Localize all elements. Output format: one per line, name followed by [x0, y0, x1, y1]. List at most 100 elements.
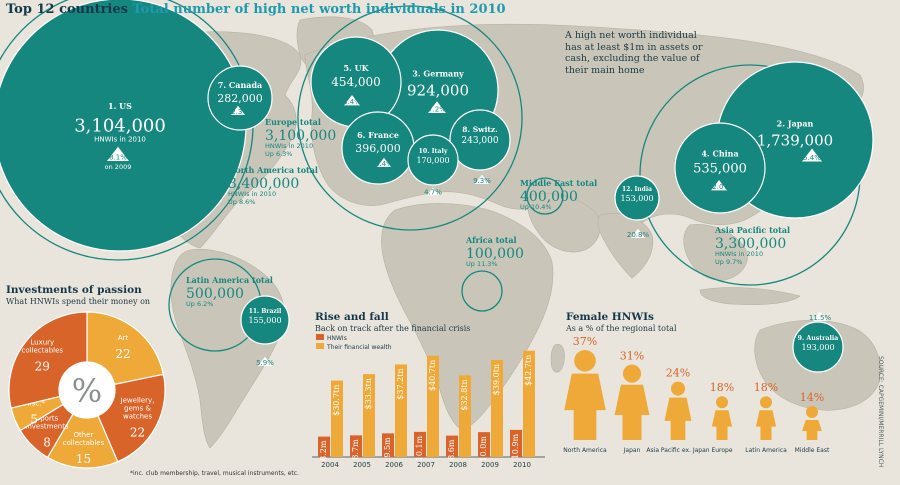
country-change: 9.3%	[473, 174, 491, 185]
bubble-circle	[792, 321, 844, 373]
region-name: North America total	[228, 165, 318, 175]
bubble-circle	[614, 175, 660, 221]
pie-slice-art: Art 22	[86, 311, 165, 386]
bar-wealth	[363, 374, 375, 457]
country-bubble-uk: 5. UK 454,000 3.4%	[310, 36, 402, 128]
pie-subtitle: What HNWIs spend their money on	[6, 297, 151, 306]
region-change: Up 10.4%	[520, 203, 552, 211]
country-name: 6. France	[357, 130, 399, 140]
female-figure-north-america: 37% North America	[563, 335, 607, 454]
country-sub: HNWIs in 2010	[94, 135, 146, 143]
pie-title: Investments of passion	[6, 284, 142, 296]
female-figure-body-icon	[755, 410, 777, 440]
bar-label-wealth: $37.2tn	[396, 368, 405, 399]
female-figure-latin-america: 18% Latin America	[745, 381, 787, 454]
country-change-sub: on 2009	[105, 163, 132, 171]
country-name: 4. China	[701, 148, 738, 158]
female-figure-body-icon	[664, 397, 692, 440]
bar-group-2006: 9.5m $37.2tn 2006	[382, 364, 407, 469]
bubble-circle	[240, 295, 290, 345]
change-up-arrow-icon	[802, 148, 822, 162]
pie-center-hole	[59, 362, 115, 418]
female-region-label: Latin America	[745, 447, 787, 454]
bar-hnwis	[446, 435, 458, 457]
bar-label-wealth: $42.7tn	[524, 355, 533, 386]
female-figure-head-icon	[760, 396, 772, 409]
pie-footnote: *inc. club membership, travel, musical i…	[130, 470, 299, 477]
pie-slice-label: collectables	[21, 347, 63, 355]
bar-label-wealth: $32.8tn	[460, 379, 469, 410]
percent-symbol-icon: %	[72, 372, 102, 410]
bar-wealth	[331, 380, 343, 457]
country-value: 155,000	[248, 316, 281, 325]
middle-east-outline-ring	[526, 177, 564, 215]
region-change: Up 6.3%	[265, 150, 292, 158]
country-name: 9. Australia	[798, 335, 839, 342]
land-se-asia	[683, 224, 748, 281]
region-name: Europe total	[265, 117, 321, 127]
country-name: 8. Switz.	[462, 125, 498, 134]
bar-category-label: 2009	[481, 461, 499, 469]
change-label: 20.8%	[627, 231, 650, 239]
female-subtitle: As a % of the regional total	[566, 324, 677, 333]
change-up-arrow-icon	[107, 146, 129, 162]
region-change: Up 8.6%	[228, 198, 255, 206]
land-indonesia	[699, 287, 801, 306]
region-name: Africa total	[465, 235, 517, 245]
change-up-arrow-icon	[711, 180, 727, 191]
country-value: 243,000	[461, 136, 498, 146]
bar-label-hnwis: 8.6m	[447, 439, 456, 460]
bar-label-wealth: $39.0tn	[492, 364, 501, 395]
change-label: 3.4%	[375, 160, 393, 168]
country-value: 924,000	[407, 81, 469, 99]
bar-category-label: 2008	[449, 461, 467, 469]
land-arabia	[527, 193, 601, 253]
land-india	[597, 213, 654, 279]
definition-note: A high net worth individual has at least…	[565, 30, 703, 76]
pie-slice-shape	[86, 311, 165, 386]
bar-group-2010: 10.9m $42.7tn 2010	[510, 350, 535, 469]
country-change: 8.1%	[107, 146, 129, 162]
country-value: 193,000	[801, 343, 834, 352]
bar-hnwis	[382, 433, 394, 457]
source-credit: SOURCE: CAPGEMINI/MERRILL LYNCH	[877, 356, 884, 468]
bar-category-label: 2010	[513, 461, 531, 469]
female-value-label: 37%	[573, 335, 597, 348]
country-change: 12.3%	[227, 105, 250, 116]
bars-subtitle: Back on track after the financial crisis	[315, 324, 471, 333]
country-value: 535,000	[693, 162, 747, 177]
country-change: 3.4%	[343, 95, 361, 106]
region-change: Up 6.2%	[186, 300, 213, 308]
female-figure-asia-pacific-ex-japan: 24% Asia Pacific ex. Japan	[646, 367, 709, 454]
change-up-arrow-icon	[377, 157, 391, 167]
change-label: 11.5%	[809, 314, 832, 322]
pie-slice-label: collectables	[63, 439, 105, 447]
pie-slice-value: 29	[35, 360, 50, 374]
legend-swatch-wealth	[316, 343, 324, 349]
region-value: 3,300,000	[715, 236, 786, 252]
europe-outline-ring	[297, 5, 523, 231]
bar-label-hnwis: 10.1m	[415, 435, 424, 461]
title-sub: Total number of high net worth individua…	[132, 2, 506, 17]
bar-label-wealth: $33.3tn	[364, 378, 373, 409]
female-value-label: 14%	[800, 391, 824, 404]
bar-group-2005: 8.7m $33.3tn 2005	[350, 374, 375, 469]
female-figure-middle-east: 14% Middle East	[795, 391, 830, 454]
country-name: 1. US	[108, 101, 132, 111]
bar-wealth	[427, 355, 439, 457]
country-name: 12. India	[622, 186, 652, 193]
bubble-circle	[407, 134, 459, 186]
country-name: 7. Canada	[218, 80, 262, 90]
bar-wealth	[395, 364, 407, 457]
region-value: 3,100,000	[265, 128, 336, 144]
bar-label-hnwis: 8.2m	[319, 440, 328, 461]
change-label: 12.3%	[227, 108, 250, 116]
bar-hnwis	[510, 429, 522, 457]
change-label: 5.9%	[256, 359, 274, 367]
country-value: 282,000	[217, 92, 263, 105]
region-name: Middle East total	[520, 178, 597, 188]
